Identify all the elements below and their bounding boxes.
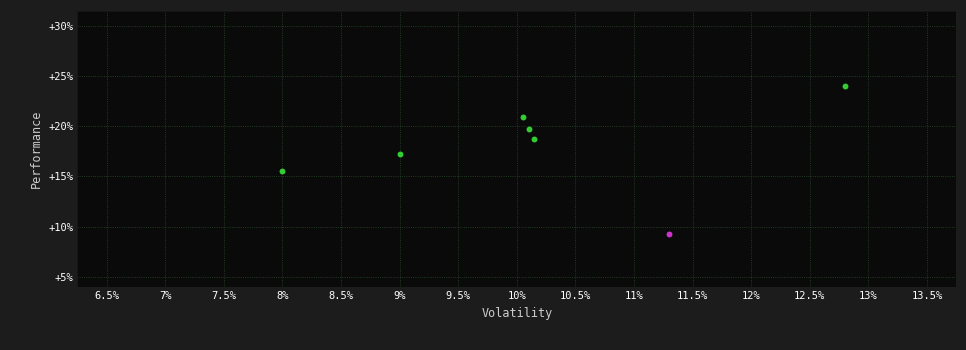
Point — [392, 152, 408, 157]
Point — [274, 169, 290, 174]
Point — [521, 126, 536, 132]
Y-axis label: Performance: Performance — [30, 110, 43, 188]
Point — [526, 136, 542, 142]
Point — [838, 83, 853, 89]
X-axis label: Volatility: Volatility — [481, 307, 553, 320]
Point — [662, 231, 677, 237]
Point — [515, 114, 530, 120]
